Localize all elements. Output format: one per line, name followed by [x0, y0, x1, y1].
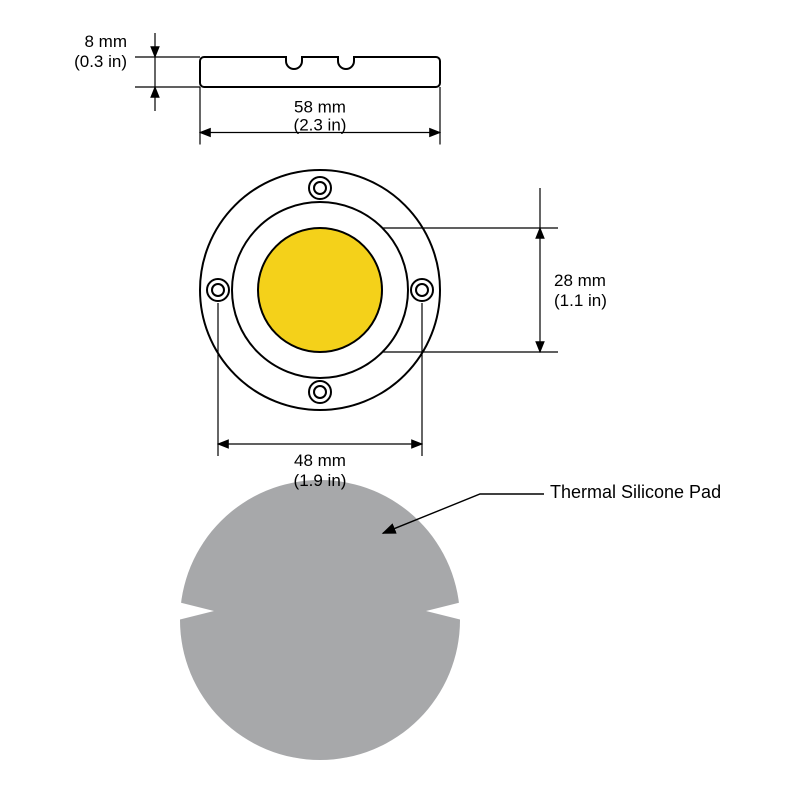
- dim-thickness-mm: 8 mm: [85, 32, 128, 51]
- thermal-pad-view: [178, 480, 462, 760]
- dim-outer-mm: 58 mm: [294, 98, 346, 117]
- thermal-pad-label: Thermal Silicone Pad: [550, 482, 721, 502]
- dim-pitch-in: (1.9 in): [294, 471, 347, 490]
- dim-pitch-mm: 48 mm: [294, 451, 346, 470]
- callout: Thermal Silicone Pad: [383, 482, 721, 533]
- side-view: [200, 57, 440, 87]
- dim-thickness-in: (0.3 in): [74, 52, 127, 71]
- dim-outer-in: (2.3 in): [294, 116, 347, 135]
- technical-drawing: 8 mm(0.3 in) 58 mm(2.3 in) 28 mm(1.1 in) 48…: [0, 0, 800, 800]
- dim-led-mm: 28 mm: [554, 271, 606, 290]
- dim-led-in: (1.1 in): [554, 291, 607, 310]
- front-view: [200, 170, 440, 410]
